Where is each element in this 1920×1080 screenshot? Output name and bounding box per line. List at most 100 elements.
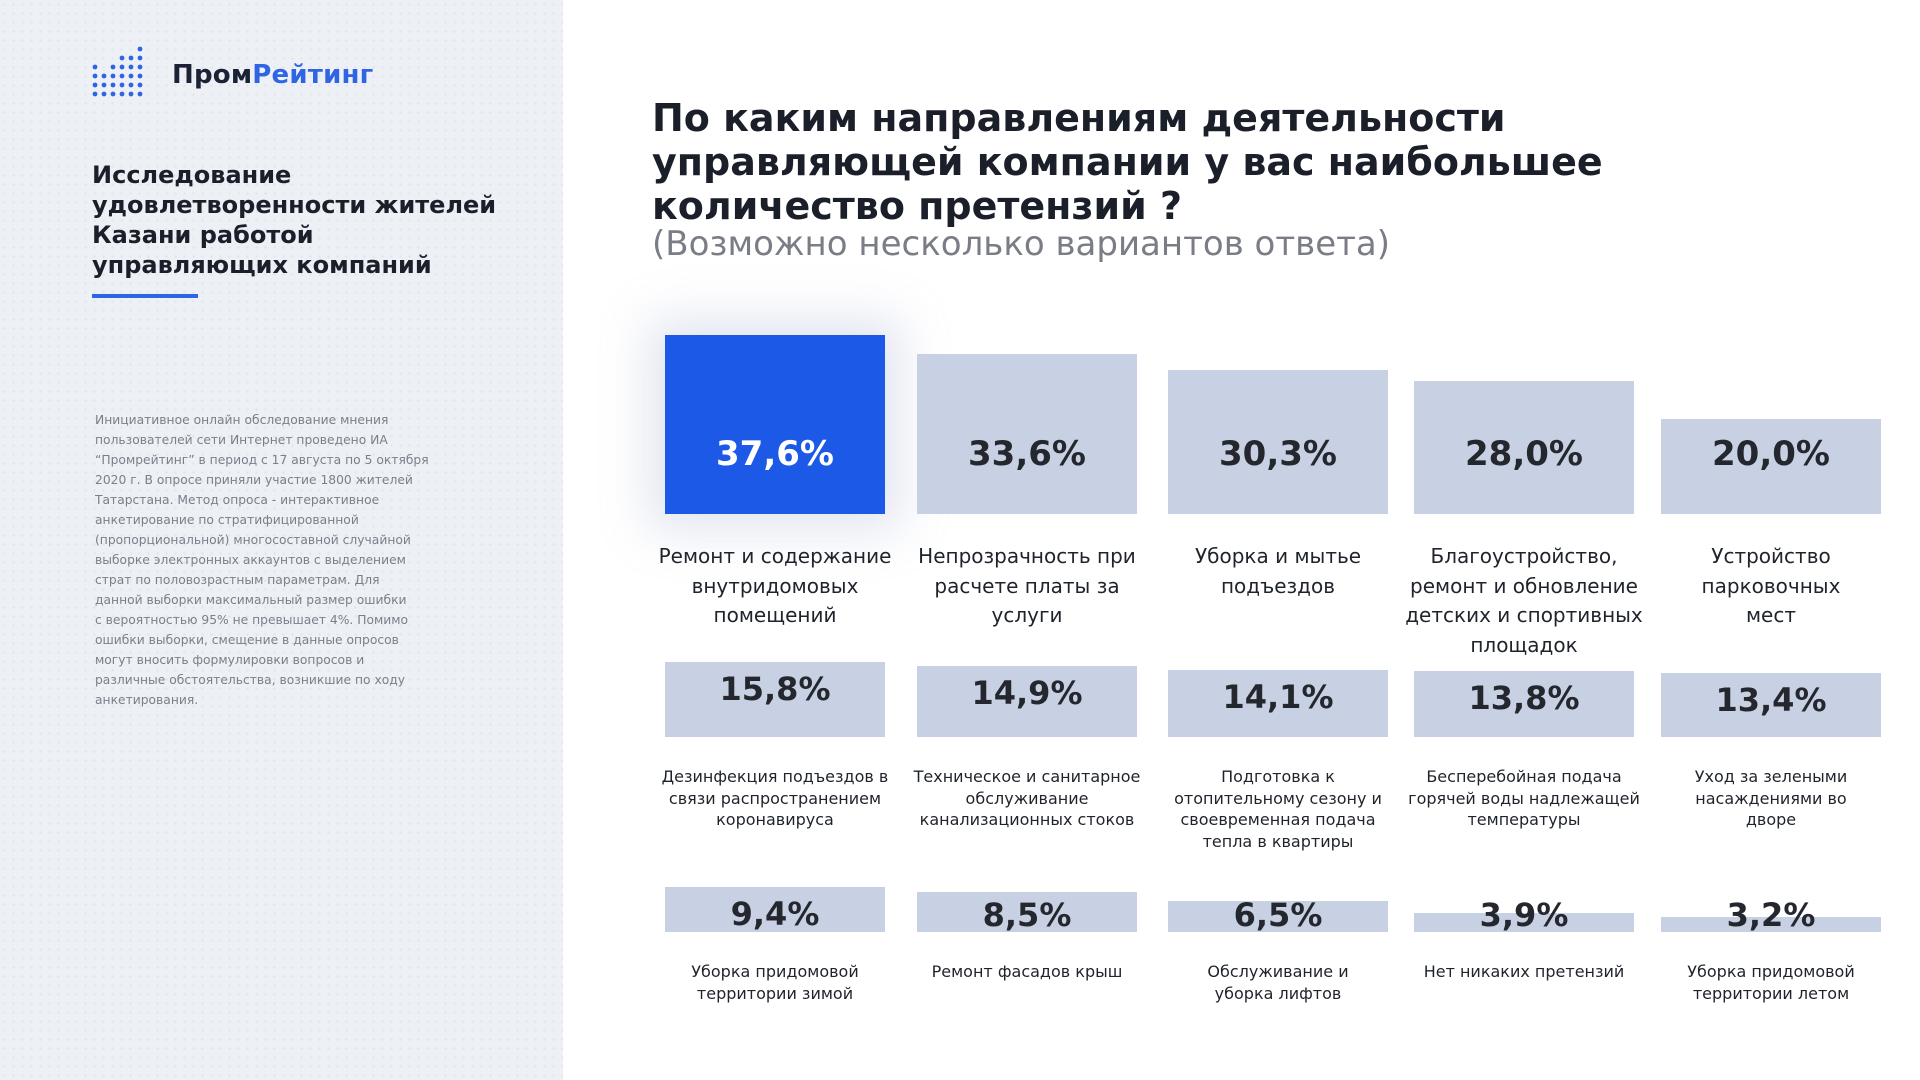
bar-value-label: 3,2% <box>1726 896 1816 934</box>
bar-mark <box>1661 419 1881 514</box>
sidebar: ПромРейтинг Исследование удовлетвореннос… <box>0 0 563 1080</box>
bar-value-label: 14,9% <box>971 674 1083 713</box>
category-label-line: насаждениями во <box>1695 788 1847 808</box>
bar-mark <box>917 354 1137 514</box>
question-subtitle: (Возможно несколько вариантов ответа) <box>652 224 1391 264</box>
category-label-line: Благоустройство, <box>1430 544 1618 568</box>
bar-mark <box>1414 381 1634 514</box>
bar-mark <box>1168 670 1388 737</box>
study-title: Исследование удовлетворенности жителей К… <box>92 160 512 280</box>
category-label: Уборка придомовой территории зимой <box>655 961 895 1004</box>
bar-mark <box>665 335 885 514</box>
bar-mark <box>1414 671 1634 737</box>
methodology-line: могут вносить формулировки вопросов и <box>95 653 365 667</box>
methodology-line: ошибки выборки, смещение в данные опросо… <box>95 633 399 647</box>
category-label-line: температуры <box>1467 810 1581 829</box>
methodology-line: данной выборки максимальный размер ошибк… <box>95 593 407 607</box>
methodology-line: пользователей сети Интернет проведено ИА <box>95 433 388 447</box>
question-title-line: По каким направлениям деятельности <box>652 96 1506 140</box>
category-label: Устройство парковочных мест <box>1651 542 1891 631</box>
category-label: Подготовка к отопительному сезону и своевр… <box>1158 766 1398 852</box>
question-title: По каким направлениям деятельности управ… <box>652 96 1852 228</box>
study-title-line: управляющих компаний <box>92 251 432 279</box>
study-title-line: Исследование <box>92 161 292 189</box>
category-label-line: внутридомовых <box>691 573 859 598</box>
category-label-line: Ремонт фасадов крыш <box>931 962 1123 981</box>
bar-value-label: 13,8% <box>1468 679 1580 718</box>
bar-mark <box>665 661 885 737</box>
bar-value-label: 28,0% <box>1465 434 1583 474</box>
methodology-line: 2020 г. В опросе приняли участие 1800 жи… <box>95 473 413 487</box>
bar-value-label: 6,5% <box>1233 896 1323 934</box>
bar-value-label: 37,6% <box>716 434 834 474</box>
methodology-line: анкетирование по стратифицированной <box>95 513 359 527</box>
bar-value-label: 13,4% <box>1715 681 1827 720</box>
category-label-line: территории летом <box>1692 983 1850 1003</box>
category-label-line: Техническое и санитарное <box>913 767 1141 786</box>
category-label-line: Ремонт и содержание <box>658 544 892 568</box>
category-label-line: Подготовка к <box>1221 767 1335 786</box>
brand-name: ПромРейтинг <box>172 60 373 90</box>
methodology-text: Инициативное онлайн обследование мнения … <box>95 410 475 710</box>
category-label: Благоустройство, ремонт и обновление детск… <box>1404 542 1644 660</box>
methodology-line: (пропорциональной) многосоставной случай… <box>95 533 411 547</box>
category-label-line: отопительному сезону и <box>1174 788 1382 808</box>
category-label-line: горячей воды надлежащей <box>1408 788 1640 808</box>
bar-mark <box>917 891 1137 932</box>
dot-bar-chart-icon <box>92 46 143 97</box>
methodology-line: анкетирования. <box>95 693 199 707</box>
bar-value-label: 14,1% <box>1222 678 1334 717</box>
category-label-line: Уборка придомовой <box>1687 962 1855 981</box>
study-title-line: удовлетворенности жителей <box>92 191 497 219</box>
category-label-line: своевременная подача <box>1180 810 1376 829</box>
category-label-line: Нет никаких претензий <box>1423 962 1625 981</box>
methodology-line: “Промрейтинг” в период с 17 августа по 5… <box>95 453 429 467</box>
category-label: Дезинфекция подъездов в связи распростран… <box>655 766 895 831</box>
category-label-line: Дезинфекция подъездов в <box>661 767 889 786</box>
bar-value-label: 8,5% <box>982 896 1072 934</box>
category-label-line: помещений <box>713 603 837 627</box>
category-label-line: услуги <box>991 603 1063 627</box>
category-label-line: Бесперебойная подача <box>1426 767 1622 786</box>
bar-mark <box>1168 370 1388 514</box>
brand-name-part2: Рейтинг <box>252 60 374 90</box>
bar-value-label: 3,9% <box>1479 896 1569 934</box>
bar-mark <box>1168 901 1388 932</box>
category-label-line: Уборка придомовой <box>691 962 859 981</box>
study-title-line: Казани работой <box>92 221 314 249</box>
category-label: Обслуживание и уборка лифтов <box>1158 961 1398 1004</box>
question-title-line: управляющей компании у вас наибольшее <box>652 140 1603 184</box>
methodology-line: Инициативное онлайн обследование мнения <box>95 413 389 427</box>
methodology-line: Татарстана. Метод опроса - интерактивное <box>95 493 380 507</box>
category-label-line: ремонт и обновление <box>1410 573 1638 598</box>
bar-mark <box>665 887 885 932</box>
category-label: Бесперебойная подача горячей воды надлежа… <box>1404 766 1644 831</box>
bar-value-label: 30,3% <box>1219 434 1337 474</box>
bar-mark <box>1414 913 1634 932</box>
category-label-line: мест <box>1745 603 1797 627</box>
category-label-line: дворе <box>1745 810 1797 829</box>
category-label: Ремонт фасадов крыш <box>907 961 1147 983</box>
category-label: Уборка и мытье подъездов <box>1158 542 1398 601</box>
category-label-line: обслуживание <box>965 788 1089 808</box>
category-label-line: подъездов <box>1220 573 1336 598</box>
category-label-line: канализационных стоков <box>919 810 1135 829</box>
category-label-line: тепла в квартиры <box>1202 831 1354 851</box>
bar-value-label: 20,0% <box>1712 434 1830 474</box>
category-label: Уборка придомовой территории летом <box>1651 961 1891 1004</box>
methodology-line: страт по половозрастным параметрам. Для <box>95 573 380 587</box>
category-label-line: Обслуживание и <box>1207 962 1349 981</box>
bar-mark <box>917 666 1137 737</box>
bar-mark <box>1661 673 1881 737</box>
methodology-line: различные обстоятельства, возникшие по х… <box>95 673 406 687</box>
category-label-line: уборка лифтов <box>1214 983 1342 1003</box>
category-label: Ремонт и содержание внутридомовых помещени… <box>655 542 895 631</box>
methodology-line: выборке электронных аккаунтов с выделени… <box>95 553 406 567</box>
category-label-line: детских и спортивных <box>1405 603 1643 627</box>
category-label-line: территории зимой <box>696 983 854 1003</box>
category-label: Техническое и санитарное обслуживание кана… <box>907 766 1147 831</box>
category-label-line: Устройство <box>1711 544 1831 568</box>
bar-value-label: 15,8% <box>719 669 831 708</box>
category-label: Нет никаких претензий <box>1404 961 1644 983</box>
